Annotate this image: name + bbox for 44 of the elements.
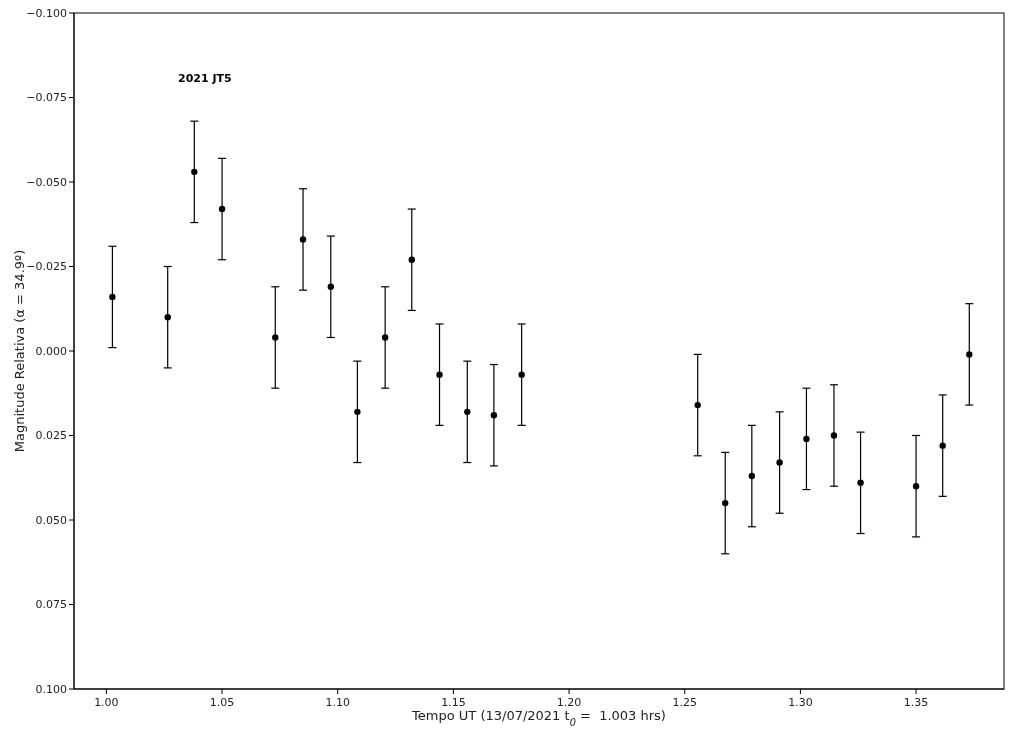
point: [354, 408, 361, 416]
point: [857, 479, 864, 487]
point: [464, 408, 471, 416]
y-tick-label: −0.050: [26, 175, 67, 189]
x-tick-label: 1.25: [672, 695, 697, 709]
point: [803, 435, 810, 443]
point: [490, 412, 498, 419]
point: [748, 472, 756, 480]
point: [109, 293, 116, 301]
point: [518, 371, 525, 378]
y-tick-label: 0.025: [35, 429, 67, 443]
y-tick-label: 0.075: [35, 598, 67, 612]
point: [191, 168, 198, 176]
point: [939, 442, 946, 449]
x-tick-label: 1.05: [209, 695, 235, 709]
y-tick-label: 0.100: [35, 682, 67, 696]
y-tick-label: −0.100: [26, 6, 67, 20]
x-tick-label: 1.35: [903, 695, 929, 709]
point: [830, 432, 838, 439]
point: [272, 334, 279, 341]
point: [218, 205, 226, 213]
y-axis-title: Magnitude Relativa (α = 34.9º): [12, 249, 27, 453]
x-tick-label: 1.15: [441, 695, 466, 709]
y-tick-label: −0.025: [26, 260, 67, 274]
point: [722, 499, 729, 507]
point: [408, 256, 415, 263]
point: [381, 334, 389, 341]
x-tick-label: 1.00: [94, 695, 119, 709]
point: [299, 236, 307, 243]
point: [327, 283, 334, 290]
x-tick-label: 1.20: [556, 695, 582, 709]
x-tick-label: 1.10: [325, 695, 350, 709]
point: [776, 459, 783, 466]
point: [694, 401, 701, 409]
annotation: 2021 JT5: [178, 72, 232, 85]
point: [436, 371, 443, 378]
y-tick-label: 0.000: [35, 344, 67, 358]
point: [164, 314, 171, 321]
point: [912, 483, 920, 490]
y-tick-label: 0.050: [35, 513, 67, 527]
x-tick-label: 1.30: [788, 695, 813, 709]
y-tick-label: −0.075: [26, 91, 67, 105]
point: [966, 351, 973, 358]
x-axis-title: Tempo UT (13/07/2021 t$_{0}$ = 1.003 hrs): [411, 708, 666, 728]
